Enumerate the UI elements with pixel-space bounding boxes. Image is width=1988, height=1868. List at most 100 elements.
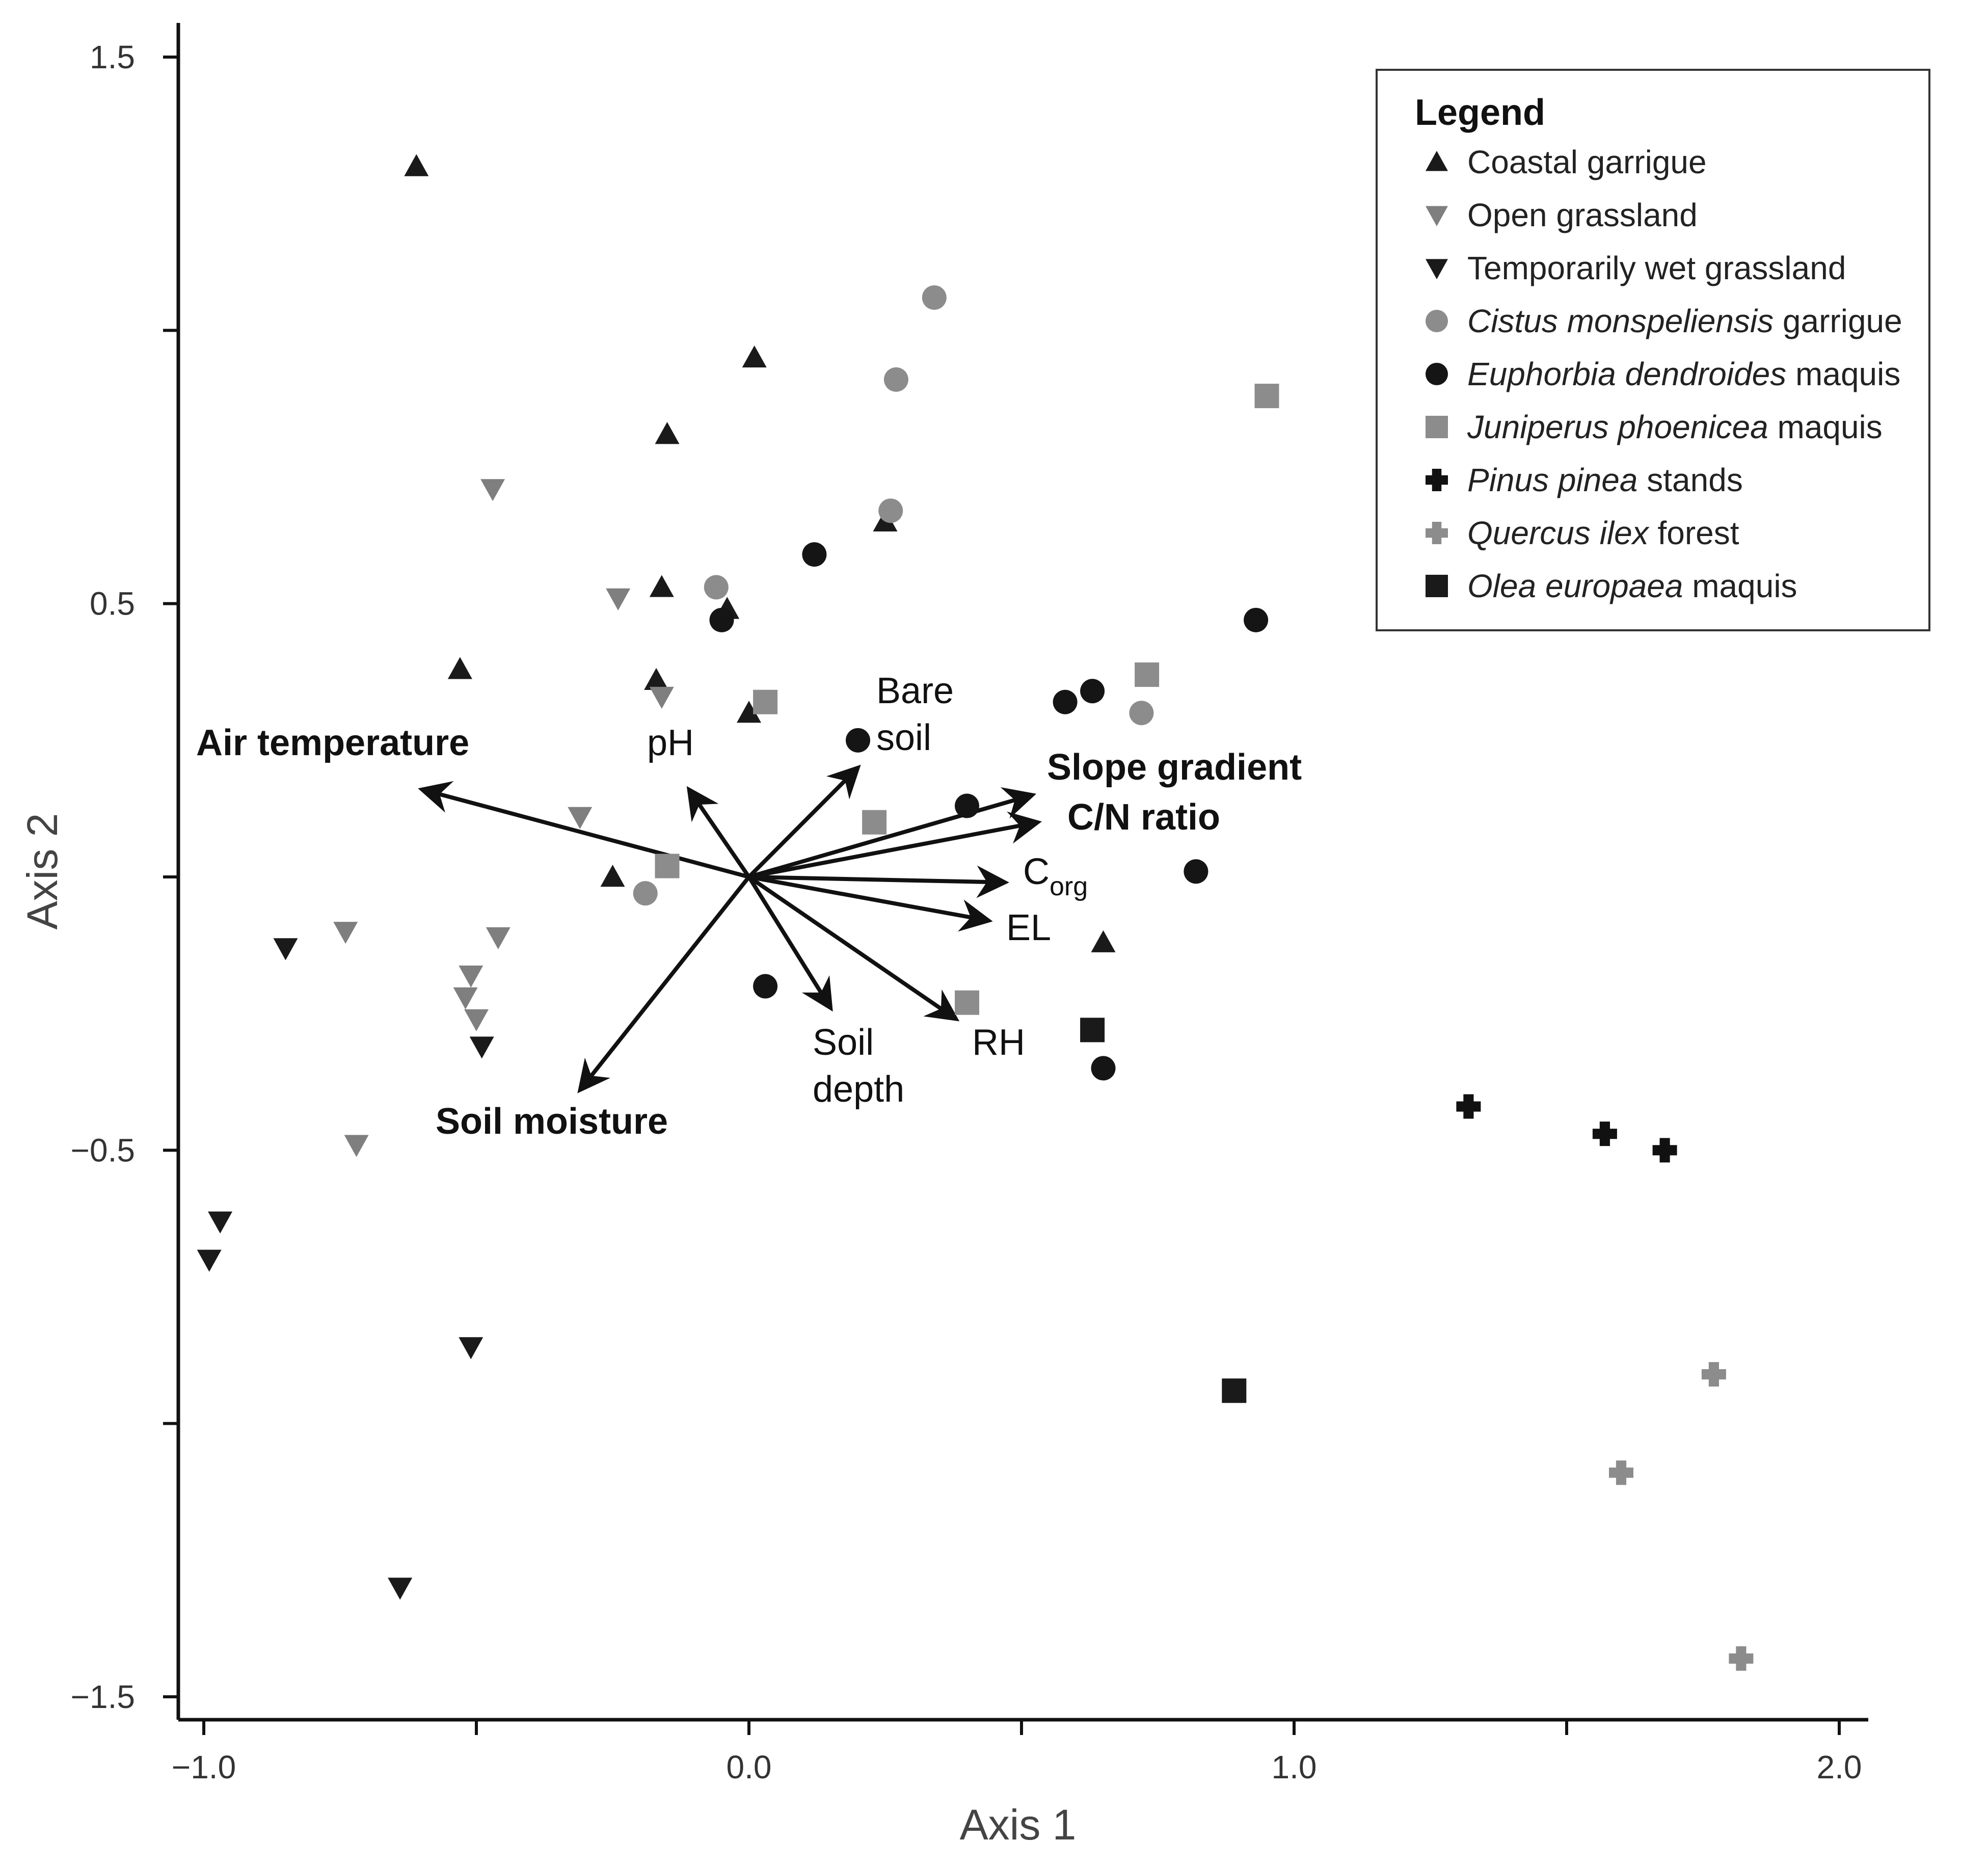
vector-air-temperature [418,781,750,879]
series-cistus-monspeliensis-garrigue [633,285,1154,906]
point-open-grassland [480,479,505,501]
legend-marker-open-grassland [1426,206,1448,226]
series-juniperus-phoenicea-maquis [655,384,1279,1015]
axes [176,23,1868,1722]
vector-slope-gradient [748,787,1037,879]
legend-item-cistus-monspeliensis-garrigue: Cistus monspeliensis garrigue [1426,303,1902,339]
point-open-grassland [606,588,631,610]
y-tick-label: 1.5 [90,39,135,75]
point-temporarily-wet-grassland [273,938,298,960]
point-coastal-garrigue [649,575,674,597]
point-coastal-garrigue [447,657,472,679]
vector-label-rh: RH [972,1022,1025,1063]
vector-bare-soil [747,764,861,878]
point-temporarily-wet-grassland [469,1036,494,1059]
point-coastal-garrigue [1091,930,1116,952]
point-open-grassland [649,686,674,709]
vector-label-slope-gradient: Slope gradient [1047,747,1302,788]
point-euphorbia-dendroides-maquis [753,974,778,999]
vector-label-c: Corg [1023,851,1088,901]
legend-marker-cistus-monspeliensis-garrigue [1426,310,1448,332]
x-tick-label: 0.0 [727,1749,772,1785]
legend-marker-temporarily-wet-grassland [1426,259,1448,279]
point-juniperus-phoenicea-maquis [955,990,979,1015]
point-euphorbia-dendroides-maquis [709,607,734,632]
legend-label: Cistus monspeliensis garrigue [1467,303,1902,339]
point-juniperus-phoenicea-maquis [862,810,887,835]
point-pinus-pinea-stands [1592,1122,1617,1146]
point-olea-europaea-maquis [1222,1378,1247,1403]
x-tick-label: 1.0 [1272,1749,1317,1785]
series-euphorbia-dendroides-maquis [709,542,1269,1081]
legend-marker-olea-europaea-maquis [1426,575,1448,597]
legend-item-euphorbia-dendroides-maquis: Euphorbia dendroides maquis [1426,356,1900,392]
point-coastal-garrigue [600,865,625,887]
point-euphorbia-dendroides-maquis [846,728,870,753]
point-temporarily-wet-grassland [459,1337,483,1359]
legend-label: Pinus pinea stands [1467,462,1743,498]
point-quercus-ilex-forest [1729,1646,1754,1671]
environmental-vectors: Air temperature pH Bare soil Slope gradient C… [196,671,1302,1142]
point-euphorbia-dendroides-maquis [1244,607,1269,632]
vector-label-c-n-ratio: C/N ratio [1067,797,1220,838]
point-open-grassland [333,922,358,944]
legend-item-olea-europaea-maquis: Olea europaea maquis [1426,568,1797,604]
vector-label-air-temperature: Air temperature [196,723,469,763]
series-pinus-pinea-stands [1456,1094,1677,1163]
point-coastal-garrigue [737,701,761,723]
legend-label: Quercus ilex forest [1467,515,1739,551]
vector-label-bare-soil: Bare soil [876,671,954,758]
point-euphorbia-dendroides-maquis [802,542,827,567]
point-cistus-monspeliensis-garrigue [883,367,908,392]
point-juniperus-phoenicea-maquis [753,689,778,714]
legend-marker-quercus-ilex-forest [1426,522,1448,544]
legend-item-open-grassland: Open grassland [1426,197,1698,233]
x-tick-label: 2.0 [1817,1749,1862,1785]
legend-label: Coastal garrigue [1467,144,1707,180]
series-coastal-garrigue [404,154,1116,952]
point-open-grassland [459,965,483,988]
point-cistus-monspeliensis-garrigue [633,881,658,906]
point-quercus-ilex-forest [1609,1460,1633,1485]
point-coastal-garrigue [644,668,669,690]
point-cistus-monspeliensis-garrigue [1129,701,1154,726]
point-coastal-garrigue [655,422,680,444]
point-euphorbia-dendroides-maquis [1184,859,1208,884]
legend-item-coastal-garrigue: Coastal garrigue [1426,144,1707,180]
ticks: −1.0 0.0 1.0 2.0 −1.5 −0.5 0.5 1.5 [71,39,1862,1785]
vector-label-ph: pH [647,723,694,763]
point-pinus-pinea-stands [1456,1094,1481,1119]
point-euphorbia-dendroides-maquis [1080,679,1105,704]
vector-label-soil-depth: Soil depth [813,1022,904,1110]
data-points [197,154,1754,1671]
point-temporarily-wet-grassland [208,1211,233,1234]
vector-ph [686,786,751,878]
point-juniperus-phoenicea-maquis [655,853,680,878]
legend-marker-euphorbia-dendroides-maquis [1426,363,1448,385]
point-euphorbia-dendroides-maquis [1091,1056,1116,1081]
series-open-grassland [333,479,674,1157]
y-tick-label: −0.5 [71,1132,135,1168]
legend-marker-coastal-garrigue [1426,151,1448,171]
legend-marker-juniperus-phoenicea-maquis [1426,416,1448,438]
legend-item-juniperus-phoenicea-maquis: Juniperus phoenicea maquis [1426,409,1883,445]
point-cistus-monspeliensis-garrigue [922,285,947,310]
point-open-grassland [464,1009,489,1031]
legend-label: Olea europaea maquis [1467,568,1797,604]
legend-label: Temporarily wet grassland [1467,250,1846,286]
vector-soil-moisture [577,875,751,1093]
vector-rh [747,875,960,1022]
legend-item-temporarily-wet-grassland: Temporarily wet grassland [1426,250,1846,286]
vector-el [748,875,993,932]
y-axis-title: Axis 2 [18,813,66,930]
point-pinus-pinea-stands [1652,1138,1677,1163]
y-tick-label: 0.5 [90,585,135,622]
x-axis-title: Axis 1 [960,1801,1077,1849]
point-coastal-garrigue [742,345,767,368]
vector-c [748,865,1009,898]
point-cistus-monspeliensis-garrigue [878,498,903,523]
point-open-grassland [568,807,593,830]
legend-marker-pinus-pinea-stands [1426,469,1448,491]
point-quercus-ilex-forest [1701,1362,1726,1387]
